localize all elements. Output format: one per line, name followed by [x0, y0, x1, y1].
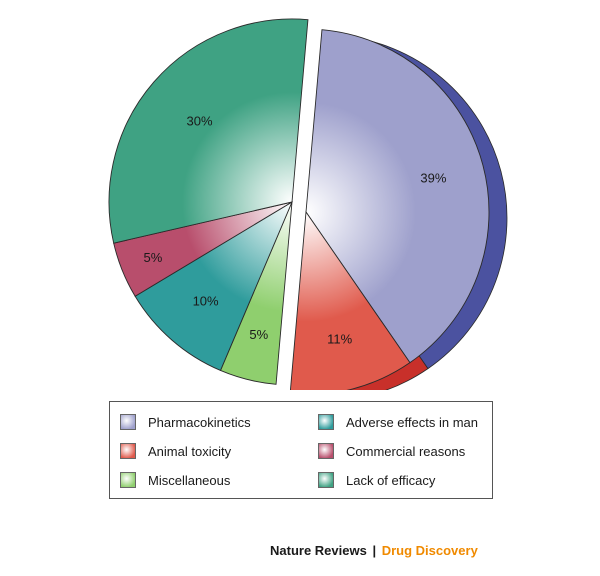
- journal-credit: Nature Reviews | Drug Discovery: [270, 543, 478, 558]
- credit-journal-name: Nature Reviews: [270, 543, 367, 558]
- credit-topic-name: Drug Discovery: [381, 543, 478, 558]
- legend-label-adverse-effects: Adverse effects in man: [346, 414, 478, 430]
- legend-swatch-lack-of-efficacy: [318, 472, 334, 488]
- pie-labels-layer: 39% 11% 5% 10% 5% 30%: [144, 114, 447, 347]
- legend-swatch-animal-toxicity: [120, 443, 136, 459]
- slice-label-animal-toxicity: 11%: [327, 331, 352, 346]
- legend-item-commercial-reasons: Commercial reasons: [318, 441, 465, 461]
- slice-pharmacokinetics: [305, 29, 490, 364]
- slice-label-pharmacokinetics: 39%: [420, 170, 446, 185]
- legend-item-miscellaneous: Miscellaneous: [120, 470, 230, 490]
- chart-legend: Pharmacokinetics Adverse effects in man …: [109, 401, 493, 499]
- slice-label-miscellaneous: 5%: [249, 327, 268, 342]
- pie-chart: 39% 11% 5% 10% 5% 30%: [108, 18, 508, 390]
- legend-item-pharmacokinetics: Pharmacokinetics: [120, 412, 251, 432]
- legend-swatch-miscellaneous: [120, 472, 136, 488]
- legend-item-lack-of-efficacy: Lack of efficacy: [318, 470, 435, 490]
- slice-animal-toxicity: [289, 210, 411, 390]
- slice-adverse-effects-in-man: [134, 200, 293, 372]
- legend-label-animal-toxicity: Animal toxicity: [148, 443, 232, 459]
- slice-label-lack-of-efficacy: 30%: [186, 114, 212, 129]
- legend-item-adverse-effects: Adverse effects in man: [318, 412, 478, 432]
- legend-label-pharmacokinetics: Pharmacokinetics: [148, 414, 251, 430]
- legend-swatch-pharmacokinetics: [120, 414, 136, 430]
- legend-label-lack-of-efficacy: Lack of efficacy: [346, 472, 436, 488]
- legend-label-commercial-reasons: Commercial reasons: [346, 443, 466, 459]
- slice-lack-of-efficacy: [108, 18, 309, 244]
- slice-label-adverse-effects-in-man: 10%: [193, 293, 219, 308]
- credit-separator: |: [372, 543, 377, 558]
- legend-label-miscellaneous: Miscellaneous: [148, 472, 231, 488]
- slice-label-commercial-reasons: 5%: [144, 250, 163, 265]
- legend-swatch-commercial-reasons: [318, 443, 334, 459]
- legend-item-animal-toxicity: Animal toxicity: [120, 441, 231, 461]
- legend-swatch-adverse-effects: [318, 414, 334, 430]
- pie-slices-layer: [108, 18, 490, 390]
